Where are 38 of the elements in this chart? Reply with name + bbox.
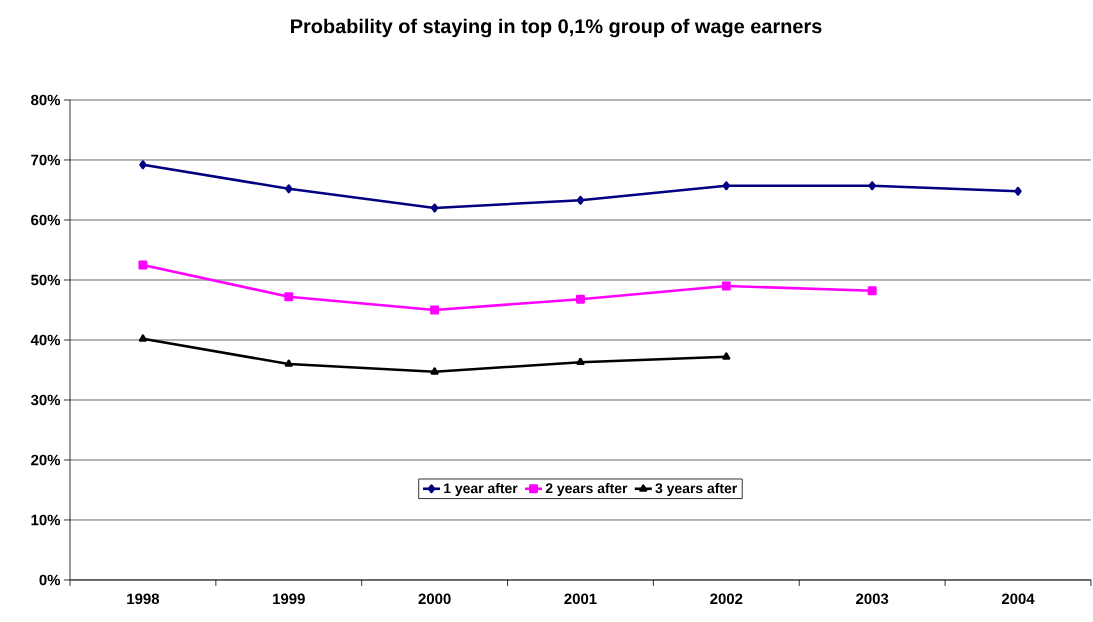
point: [430, 203, 439, 213]
y-tick-label: 70%: [31, 154, 61, 166]
point: [721, 281, 731, 291]
y-tick-label: 30%: [30, 394, 61, 406]
x-tick-label: 2001: [564, 593, 597, 605]
point: [576, 195, 585, 205]
chart-title: Probability of staying in top 0,1% group of wage earners: [291, 18, 822, 38]
x-tick-label: 1999: [273, 593, 305, 605]
point: [575, 294, 585, 304]
y-tick-label: 80%: [31, 94, 61, 106]
x-tick-label: 2000: [418, 593, 451, 605]
y-tick-label: 0%: [39, 574, 61, 586]
point: [285, 184, 293, 194]
point: [138, 260, 148, 270]
y-tick-label: 10%: [31, 514, 61, 526]
x-tick-label: 2003: [856, 593, 889, 605]
point: [868, 181, 876, 191]
point: [284, 359, 293, 367]
point: [1014, 186, 1022, 196]
x-tick-label: 2002: [710, 593, 743, 605]
legend-label: 1 year after: [444, 482, 518, 496]
point: [722, 181, 731, 191]
point: [867, 286, 877, 296]
legend-label: 3 years after: [655, 482, 738, 496]
point: [138, 334, 147, 342]
point: [430, 305, 440, 315]
point: [722, 352, 731, 360]
y-tick-label: 50%: [31, 274, 61, 286]
x-tick-label: 2004: [1001, 593, 1035, 605]
point: [430, 367, 439, 375]
point: [139, 160, 147, 170]
y-tick-label: 20%: [31, 454, 61, 466]
x-tick-label: 1998: [127, 593, 160, 605]
point: [284, 292, 294, 302]
point: [576, 357, 585, 366]
legend-label: 2 years after: [545, 482, 628, 496]
y-tick-label: 40%: [30, 334, 61, 346]
y-tick-label: 60%: [31, 214, 61, 226]
